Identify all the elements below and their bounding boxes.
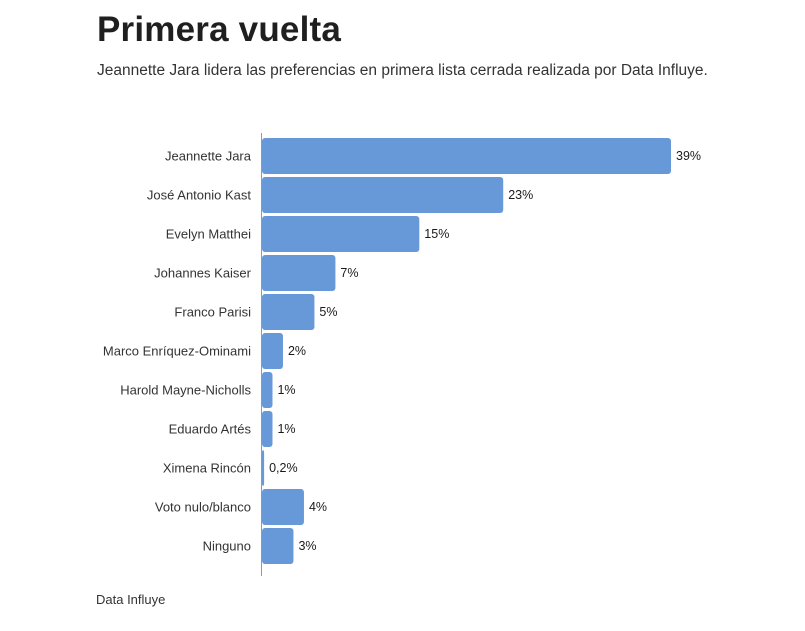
category-label: Franco Parisi: [174, 305, 251, 320]
bar-group: Ximena Rincón 0,2%: [163, 450, 298, 486]
bar: [262, 138, 671, 174]
value-label: 3%: [298, 539, 316, 553]
value-label: 2%: [288, 344, 306, 358]
source-credit: Data Influye: [96, 592, 166, 607]
bar-group: Ninguno 3%: [203, 528, 317, 564]
value-label: 4%: [309, 500, 327, 514]
bar-group: Voto nulo/blanco 4%: [155, 489, 327, 525]
category-label: Ninguno: [203, 539, 251, 554]
bar: [262, 177, 504, 213]
bar: [262, 333, 283, 369]
bar-group: Johannes Kaiser 7%: [154, 255, 358, 291]
bar-group: Evelyn Matthei 15%: [166, 216, 449, 252]
bar: [262, 294, 315, 330]
category-label: Marco Enríquez-Ominami: [103, 344, 251, 359]
value-label: 7%: [340, 266, 358, 280]
bar-group: Eduardo Artés 1%: [169, 411, 296, 447]
bar: [262, 255, 336, 291]
bar-group: José Antonio Kast 23%: [147, 177, 533, 213]
category-label: Johannes Kaiser: [154, 266, 252, 281]
value-label: 5%: [319, 305, 337, 319]
bar-group: Jeannette Jara 39%: [165, 138, 701, 174]
bar: [262, 528, 294, 564]
bar-group: Franco Parisi 5%: [174, 294, 338, 330]
value-label: 23%: [508, 188, 533, 202]
bars-layer: Jeannette Jara 39% José Antonio Kast 23% Eve…: [103, 138, 701, 564]
category-label: Ximena Rincón: [163, 461, 251, 476]
chart-title: Primera vuelta: [97, 10, 342, 49]
bar-group: Harold Mayne-Nicholls 1%: [120, 372, 296, 408]
category-label: Harold Mayne-Nicholls: [120, 383, 251, 398]
category-label: Evelyn Matthei: [166, 227, 251, 242]
value-label: 39%: [676, 149, 701, 163]
bar: [262, 372, 273, 408]
bar: [262, 450, 265, 486]
category-label: Voto nulo/blanco: [155, 500, 251, 515]
category-label: Eduardo Artés: [169, 422, 252, 437]
category-label: José Antonio Kast: [147, 188, 251, 203]
category-label: Jeannette Jara: [165, 149, 252, 164]
bar: [262, 411, 273, 447]
value-label: 15%: [424, 227, 449, 241]
value-label: 0,2%: [269, 461, 298, 475]
chart-subtitle: Jeannette Jara lidera las preferencias e…: [97, 62, 708, 79]
bar-group: Marco Enríquez-Ominami 2%: [103, 333, 306, 369]
value-label: 1%: [277, 422, 295, 436]
bar: [262, 489, 304, 525]
bar: [262, 216, 420, 252]
value-label: 1%: [277, 383, 295, 397]
